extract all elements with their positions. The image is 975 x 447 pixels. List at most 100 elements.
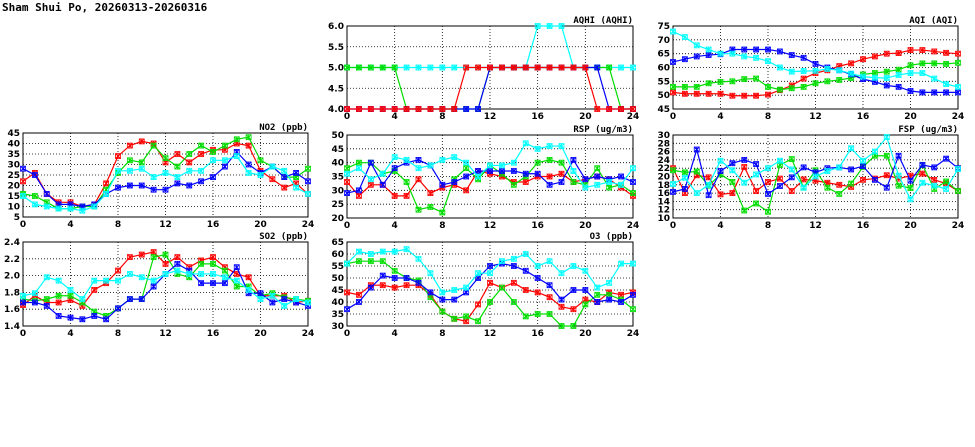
data-point: [558, 270, 565, 277]
x-tick-label: 24: [627, 329, 640, 339]
data-point: [233, 153, 240, 160]
y-tick-label: 14: [657, 197, 670, 207]
data-point: [741, 53, 748, 60]
data-point: [439, 106, 446, 112]
y-tick-label: 30: [657, 131, 670, 141]
data-point: [594, 64, 601, 71]
data-point: [451, 154, 458, 161]
data-point: [717, 50, 724, 57]
data-point: [463, 159, 470, 166]
y-tick-label: 25: [7, 171, 20, 181]
data-point: [824, 168, 831, 175]
data-point: [245, 274, 252, 281]
data-point: [693, 168, 700, 175]
data-point: [765, 58, 771, 65]
data-point: [427, 190, 434, 197]
data-point: [895, 50, 902, 57]
x-tick-label: 20: [904, 221, 917, 231]
data-point: [415, 176, 422, 183]
data-point: [919, 47, 926, 53]
y-tick-label: 50: [657, 91, 670, 101]
chart-aqhi: 0 4 8 12 16 20 24 4.0 4.5 5.0 5.5 6.0 AQHI (AQHI): [328, 16, 639, 122]
data-point: [379, 248, 386, 255]
data-point: [499, 64, 505, 71]
data-point: [883, 152, 890, 159]
data-point: [245, 134, 252, 141]
data-point: [670, 188, 676, 195]
data-point: [693, 83, 700, 90]
data-point: [919, 70, 926, 76]
data-point: [717, 168, 724, 175]
data-point: [510, 263, 517, 269]
data-point: [848, 166, 855, 173]
data-point: [427, 106, 434, 112]
data-point: [475, 318, 481, 325]
x-tick-label: 20: [904, 112, 917, 122]
data-point: [522, 140, 529, 147]
data-point: [594, 299, 601, 305]
data-point: [510, 181, 517, 188]
data-point: [138, 182, 145, 189]
data-point: [510, 279, 517, 286]
data-point: [162, 260, 169, 267]
data-point: [883, 172, 890, 179]
y-tick-label: 18: [657, 181, 670, 191]
data-point: [403, 282, 410, 289]
data-point: [788, 166, 795, 173]
data-point: [103, 180, 110, 187]
data-point: [546, 294, 553, 301]
data-point: [670, 28, 676, 35]
data-point: [534, 23, 541, 29]
y-tick-label: 10: [7, 203, 20, 213]
data-point: [534, 170, 541, 177]
y-tick-label: 15: [7, 192, 20, 202]
data-point: [534, 289, 541, 296]
data-point: [812, 67, 819, 74]
data-point: [670, 83, 676, 90]
data-point: [43, 302, 50, 309]
y-tick-label: 25: [331, 200, 344, 210]
data-point: [670, 59, 676, 65]
data-point: [356, 64, 362, 71]
data-point: [210, 271, 216, 277]
data-point: [67, 286, 74, 293]
chart-title: NO2 (ppb): [259, 123, 308, 133]
data-point: [103, 277, 110, 284]
data-point: [427, 64, 434, 71]
data-point: [451, 64, 458, 71]
data-point: [103, 190, 110, 197]
data-point: [305, 299, 311, 306]
data-point: [487, 279, 493, 286]
data-point: [391, 248, 398, 255]
series-blue: [670, 146, 961, 199]
data-point: [510, 299, 517, 305]
data-point: [606, 106, 613, 112]
data-point: [403, 192, 410, 199]
data-point: [126, 271, 133, 277]
data-point: [403, 179, 410, 185]
data-point: [487, 168, 493, 174]
data-point: [499, 258, 505, 265]
series-cyan: [344, 246, 636, 296]
data-point: [415, 156, 422, 163]
data-point: [174, 174, 181, 181]
data-point: [174, 254, 181, 261]
data-point: [594, 106, 601, 112]
plot-frame: [672, 134, 959, 219]
data-point: [522, 251, 529, 257]
data-point: [186, 182, 193, 189]
data-point: [126, 254, 133, 261]
data-point: [907, 47, 914, 53]
data-point: [403, 275, 410, 281]
x-tick-label: 20: [579, 112, 592, 122]
data-point: [943, 178, 950, 185]
data-point: [403, 156, 410, 163]
data-point: [379, 106, 386, 112]
data-point: [257, 172, 264, 178]
x-tick-label: 8: [765, 112, 771, 122]
data-point: [729, 190, 736, 197]
data-point: [570, 156, 577, 163]
data-point: [67, 292, 74, 299]
data-point: [860, 163, 866, 170]
data-point: [162, 271, 169, 277]
